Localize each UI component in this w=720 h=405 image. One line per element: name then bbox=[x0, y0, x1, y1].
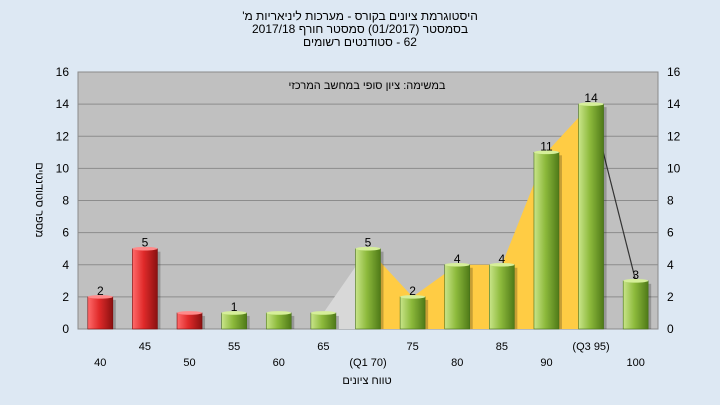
y-axis-title: מספר סטודנטים bbox=[33, 162, 45, 237]
bar bbox=[533, 152, 560, 330]
x-tick-label: 90 bbox=[540, 357, 552, 369]
value-labels: 2 5 1 5 2 4 4 11 14 3 bbox=[97, 91, 639, 314]
bar bbox=[176, 312, 203, 330]
bar bbox=[221, 312, 247, 330]
bar-value-label: 5 bbox=[365, 236, 372, 250]
bar bbox=[310, 312, 337, 330]
x-tick-label: (Q3 95) bbox=[572, 341, 609, 353]
y-tick-label: 6 bbox=[667, 226, 674, 240]
x-tick-label: 50 bbox=[183, 357, 195, 369]
bar-value-label: 14 bbox=[584, 91, 598, 105]
y-tick-label: 10 bbox=[56, 161, 70, 175]
x-tick-label: 60 bbox=[273, 357, 285, 369]
y-tick-label: 16 bbox=[667, 65, 681, 79]
bar bbox=[265, 312, 292, 330]
y-tick-label: 14 bbox=[667, 97, 681, 111]
bar bbox=[489, 264, 515, 330]
chart-title-line-3: 62 - סטודנטים רשומים bbox=[303, 35, 417, 49]
x-tick-label: (Q1 70) bbox=[349, 357, 386, 369]
x-tick-label: 55 bbox=[228, 341, 240, 353]
bars bbox=[87, 102, 652, 330]
y-tick-label: 2 bbox=[667, 290, 674, 304]
y-tick-label: 16 bbox=[56, 65, 70, 79]
y-tick-label: 0 bbox=[62, 322, 69, 336]
y-tick-label: 12 bbox=[667, 129, 681, 143]
bar-value-label: 1 bbox=[231, 300, 238, 314]
bar-top bbox=[132, 246, 158, 251]
y-tick-label: 4 bbox=[62, 258, 69, 272]
bar-top bbox=[355, 246, 381, 251]
bar-top bbox=[221, 311, 247, 315]
x-tick-label: 100 bbox=[627, 357, 645, 369]
bar-top bbox=[87, 295, 113, 299]
chart-title-line-2: בסמסטר (01/2017) סמסטר חורף 2017/18 bbox=[252, 22, 468, 36]
chart-title-line-1: היסטוגרמת ציונים בקורס - מערכות ליניאריו… bbox=[242, 9, 478, 23]
bar-value-label: 4 bbox=[454, 252, 461, 266]
bar-value-label: 5 bbox=[142, 236, 149, 250]
y-tick-label: 6 bbox=[62, 226, 69, 240]
bar bbox=[132, 248, 158, 330]
y-ticks-right: 0 2 4 6 8 10 12 14 16 bbox=[667, 65, 681, 336]
bar bbox=[444, 264, 471, 330]
y-tick-label: 8 bbox=[62, 194, 69, 208]
x-axis-title: טווח ציונים bbox=[342, 375, 391, 387]
x-tick-label: 75 bbox=[406, 341, 418, 353]
inner-label: במשימה: ציון סופי במחשב המרכזי bbox=[289, 80, 446, 92]
bar bbox=[622, 280, 649, 330]
bar-value-label: 2 bbox=[97, 284, 104, 298]
x-tick-label: 45 bbox=[139, 341, 151, 353]
bar-value-label: 11 bbox=[540, 139, 553, 153]
bar-top bbox=[400, 295, 426, 299]
x-tick-label: 65 bbox=[317, 341, 329, 353]
x-tick-label: 85 bbox=[496, 341, 508, 353]
bar-value-label: 3 bbox=[632, 268, 639, 282]
bar-top bbox=[444, 262, 470, 267]
y-tick-label: 0 bbox=[667, 322, 674, 336]
bar-top bbox=[177, 311, 203, 315]
y-tick-label: 10 bbox=[667, 161, 681, 175]
y-tick-label: 12 bbox=[56, 129, 70, 143]
bar-top bbox=[489, 262, 515, 267]
bar-top bbox=[266, 311, 292, 315]
y-tick-label: 4 bbox=[667, 258, 674, 272]
bar-value-label: 2 bbox=[409, 284, 416, 298]
bar-top bbox=[578, 102, 604, 106]
y-tick-label: 14 bbox=[56, 97, 70, 111]
bar-top bbox=[623, 279, 649, 283]
bar bbox=[355, 248, 381, 330]
bar-value-label: 4 bbox=[499, 252, 506, 266]
y-tick-label: 8 bbox=[667, 194, 674, 208]
x-tick-label: 40 bbox=[94, 357, 106, 369]
x-ticks: 40 45 50 55 60 65 (Q1 70) 75 80 85 90 (Q3 95) 100 bbox=[94, 341, 645, 369]
bar bbox=[87, 296, 114, 330]
bar-top bbox=[533, 150, 559, 155]
bar bbox=[399, 296, 426, 330]
bar-top bbox=[310, 311, 336, 315]
y-tick-label: 2 bbox=[62, 290, 69, 304]
bar bbox=[578, 103, 604, 330]
x-tick-label: 80 bbox=[451, 357, 463, 369]
y-ticks-left: 0 2 4 6 8 10 12 14 16 bbox=[56, 65, 70, 336]
